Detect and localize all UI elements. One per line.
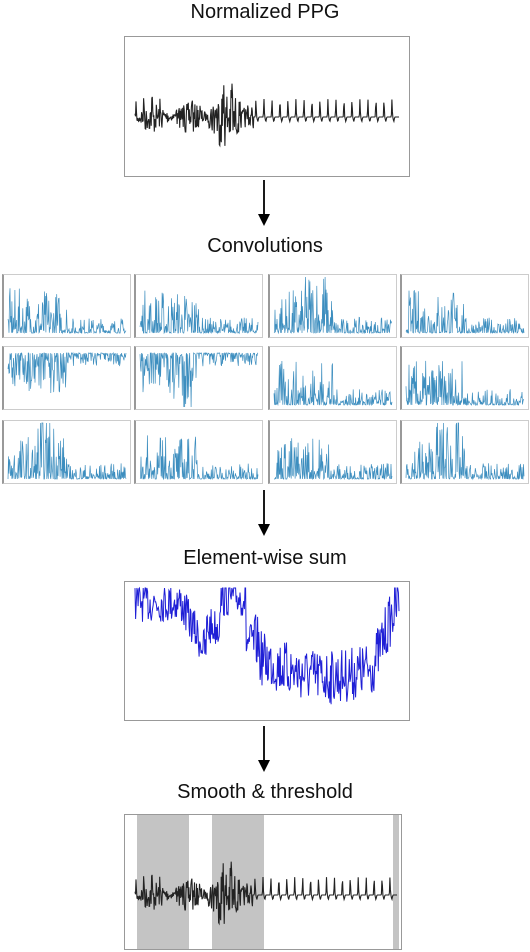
arrow-to-threshold — [258, 726, 270, 772]
title-smooth-threshold: Smooth & threshold — [177, 781, 353, 803]
convolution-panel — [400, 346, 529, 410]
convolution-trace — [405, 422, 525, 481]
convolution-panel — [400, 420, 529, 484]
threshold-panel — [124, 814, 402, 950]
ppg-plot — [134, 83, 400, 148]
convolution-panel — [268, 420, 397, 484]
convolution-panel — [400, 274, 529, 338]
convolution-panel — [268, 274, 397, 338]
convolution-trace — [7, 288, 127, 335]
convolution-panel — [2, 274, 131, 338]
convolution-trace — [273, 276, 392, 335]
convolution-trace — [139, 435, 259, 481]
title-convolutions: Convolutions — [207, 235, 323, 257]
arrow-to-sum — [258, 490, 270, 536]
sum-plot — [134, 586, 400, 705]
threshold-plot — [134, 815, 399, 949]
mask-region-1 — [137, 815, 189, 949]
convolution-trace — [139, 351, 259, 408]
title-element-wise-sum: Element-wise sum — [183, 547, 347, 569]
arrow-to-convolutions — [258, 180, 270, 226]
threshold-waveform — [134, 861, 398, 926]
convolution-panel — [2, 420, 131, 484]
convolution-trace — [139, 290, 259, 335]
convolution-trace — [405, 290, 525, 334]
convolution-panel — [134, 420, 263, 484]
sum-panel — [124, 581, 410, 721]
convolution-panel — [134, 274, 263, 338]
mask-region-3 — [393, 815, 399, 949]
convolution-trace — [7, 422, 127, 480]
convolution-panel — [268, 346, 397, 410]
convolution-trace — [273, 360, 393, 407]
title-normalized-ppg: Normalized PPG — [190, 1, 340, 23]
convolution-panel — [134, 346, 263, 410]
ppg-waveform — [134, 83, 400, 148]
convolution-panel — [2, 346, 131, 410]
sum-waveform — [134, 586, 400, 705]
convolution-trace — [405, 360, 525, 407]
convolution-grid — [0, 270, 530, 486]
ppg-panel — [124, 36, 410, 177]
convolution-trace — [274, 438, 393, 481]
convolution-trace — [7, 351, 127, 394]
